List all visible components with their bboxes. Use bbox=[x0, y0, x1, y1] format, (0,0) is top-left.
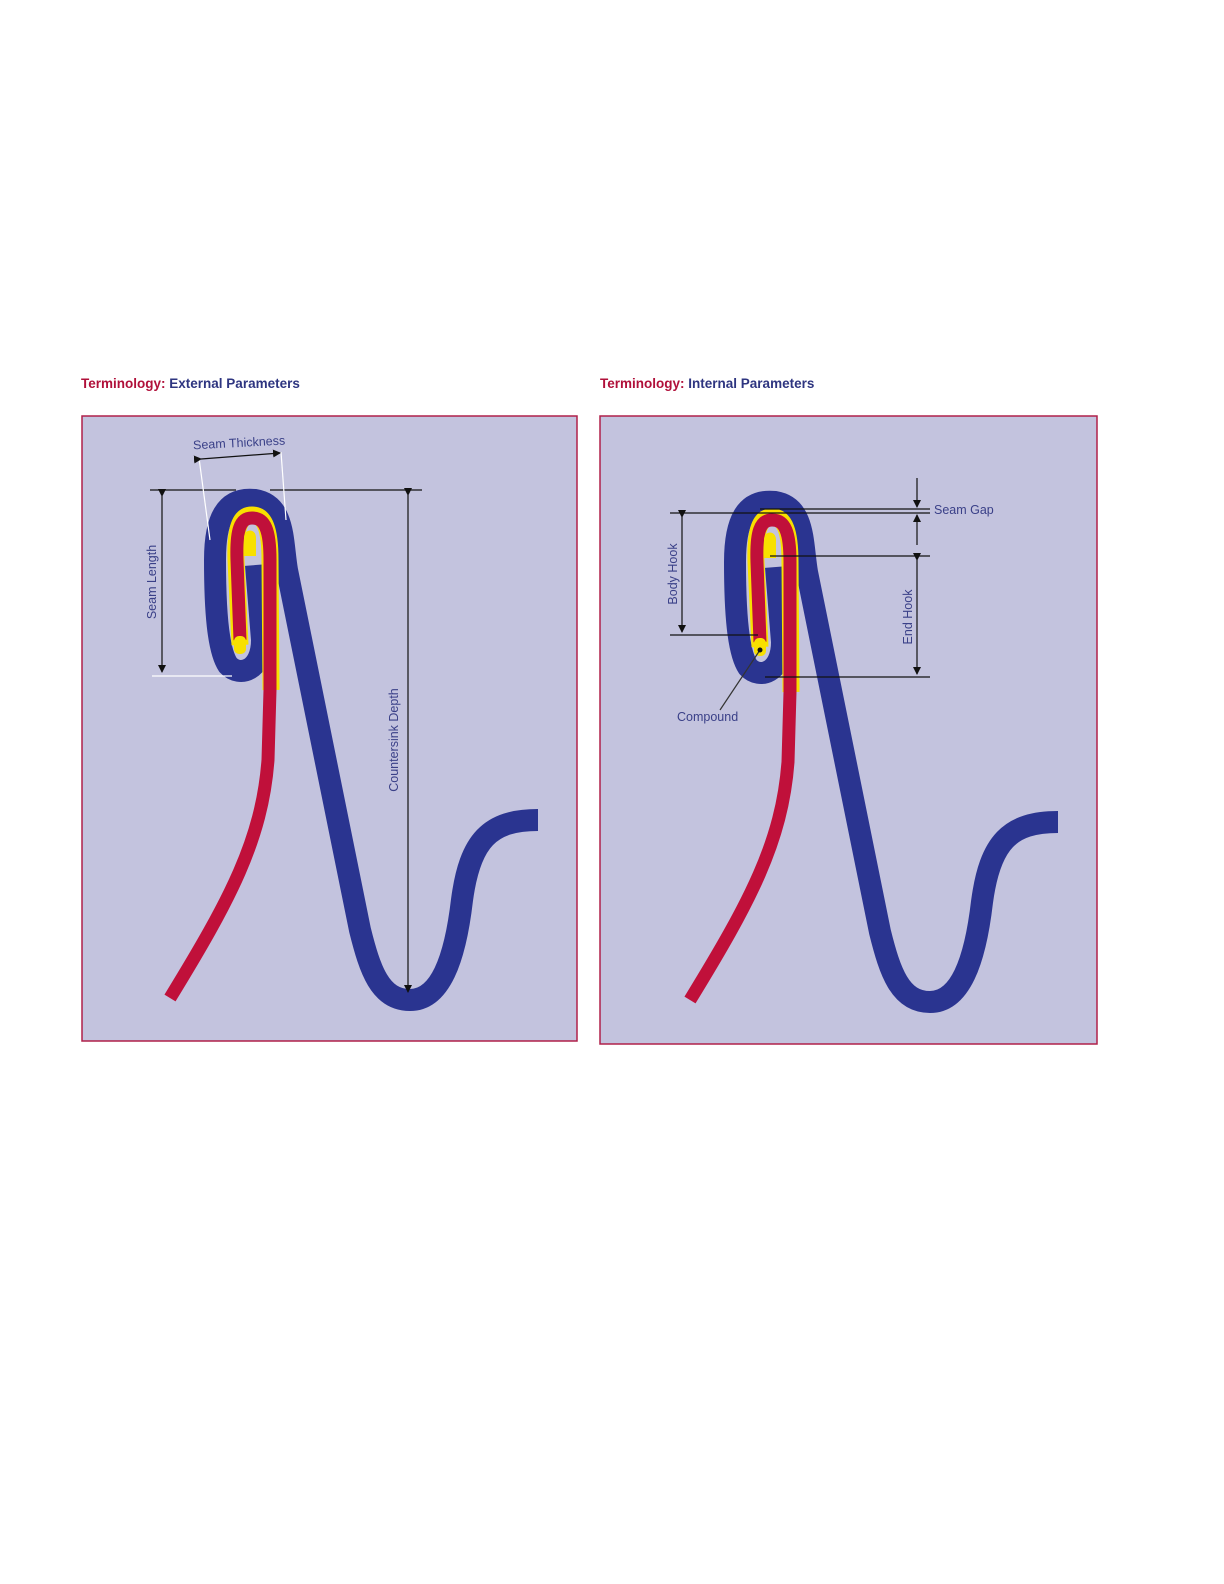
internal-dimensions bbox=[670, 478, 930, 711]
end-hook-label: End Hook bbox=[901, 589, 915, 645]
external-heading-term: Terminology: bbox=[81, 376, 166, 391]
seam-gap-label: Seam Gap bbox=[934, 503, 994, 517]
external-heading-subtitle: External Parameters bbox=[169, 376, 300, 391]
external-heading: Terminology: External Parameters bbox=[81, 376, 300, 391]
internal-heading-term: Terminology: bbox=[600, 376, 685, 391]
countersink-depth-label: Countersink Depth bbox=[387, 688, 401, 792]
compound-label: Compound bbox=[677, 710, 738, 724]
external-dimensions bbox=[150, 449, 422, 993]
compound-marker bbox=[757, 647, 763, 653]
seam-thickness-label: Seam Thickness bbox=[193, 434, 286, 453]
internal-heading: Terminology: Internal Parameters bbox=[600, 376, 814, 391]
internal-heading-subtitle: Internal Parameters bbox=[688, 376, 815, 391]
body-hook-label: Body Hook bbox=[666, 543, 680, 605]
seam-length-label: Seam Length bbox=[145, 545, 159, 619]
